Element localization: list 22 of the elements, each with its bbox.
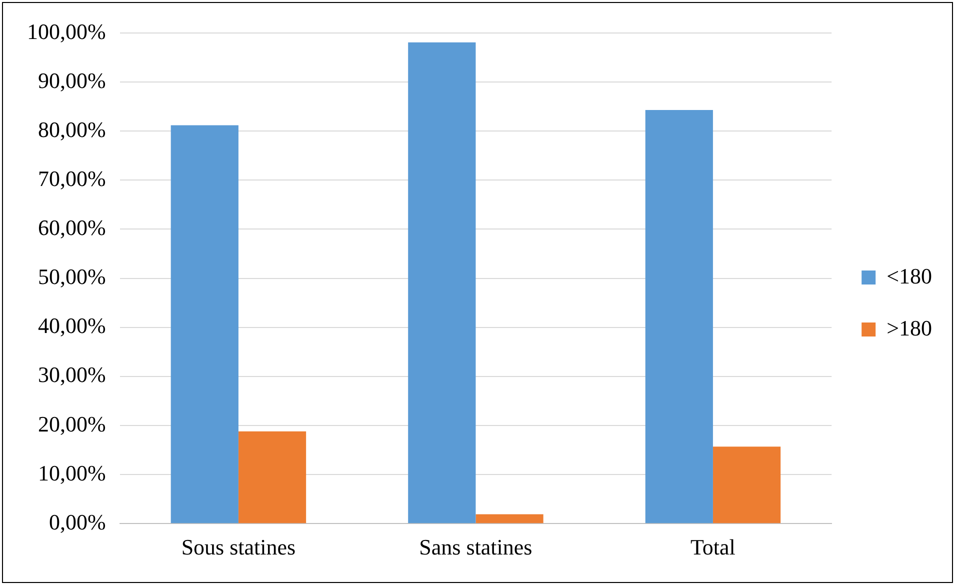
legend-label: <180 xyxy=(886,263,932,288)
y-tick-label: 10,00% xyxy=(38,460,106,486)
bar xyxy=(408,42,476,524)
bar xyxy=(238,431,306,524)
x-tick-label: Sans statines xyxy=(419,534,532,560)
legend-label: >180 xyxy=(886,315,932,340)
y-tick-label: 50,00% xyxy=(38,264,106,290)
y-tick-label: 60,00% xyxy=(38,215,106,240)
y-tick-label: 70,00% xyxy=(38,166,106,191)
x-tick-label: Sous statines xyxy=(181,534,296,560)
y-tick-label: 90,00% xyxy=(38,68,106,93)
y-tick-label: 20,00% xyxy=(38,411,106,436)
y-tick-label: 0,00% xyxy=(49,509,106,534)
y-tick-label: 30,00% xyxy=(38,362,106,388)
bar xyxy=(476,514,544,524)
y-tick-label: 80,00% xyxy=(38,116,106,142)
y-tick-label: 40,00% xyxy=(38,313,106,338)
y-tick-label: 100,00% xyxy=(27,18,106,44)
bar xyxy=(645,110,713,524)
x-tick-label: Total xyxy=(690,534,736,560)
bar xyxy=(712,446,781,524)
bar xyxy=(170,125,238,524)
